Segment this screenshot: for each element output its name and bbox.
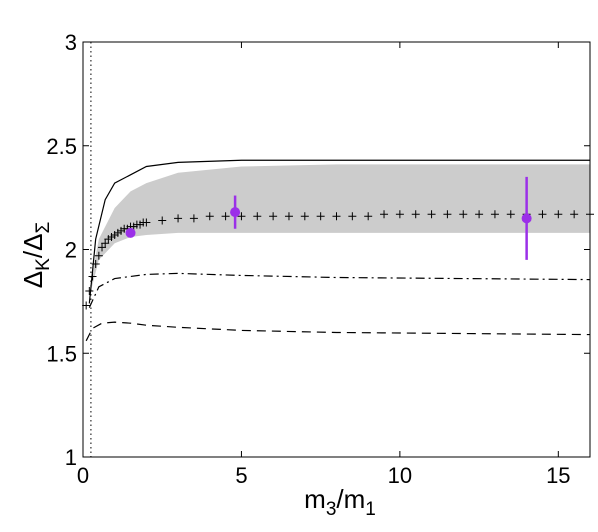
plus-marker xyxy=(269,212,278,221)
plus-marker xyxy=(107,233,116,242)
y-axis-label: ΔK/ΔΣ xyxy=(18,222,54,288)
plus-marker xyxy=(91,260,100,269)
plus-marker xyxy=(300,212,309,221)
plus-marker xyxy=(98,243,107,252)
svg-text:m3/m1: m3/m1 xyxy=(304,484,376,520)
y-tick-label: 3 xyxy=(65,30,77,55)
plus-marker xyxy=(104,235,113,244)
plot-frame xyxy=(82,41,591,458)
data-point xyxy=(125,227,136,238)
svg-text:ΔK/ΔΣ: ΔK/ΔΣ xyxy=(18,222,54,288)
plus-marker xyxy=(117,226,126,235)
plus-marker xyxy=(490,210,499,219)
x-tick-label: 0 xyxy=(77,463,89,488)
x-axis-label: m3/m1 xyxy=(304,484,376,520)
plus-marker xyxy=(443,210,452,219)
plus-marker xyxy=(110,230,119,239)
series-layer xyxy=(82,42,594,457)
dashed-series-line xyxy=(85,321,591,342)
shaded-band xyxy=(90,164,591,291)
data-point xyxy=(230,207,241,218)
plus-marker xyxy=(284,212,293,221)
plus-marker xyxy=(88,272,97,281)
plus-marker xyxy=(395,210,404,219)
plus-marker xyxy=(205,212,214,221)
plus-marker xyxy=(253,212,262,221)
y-tick-label: 1.5 xyxy=(46,341,77,366)
plus-marker xyxy=(158,216,167,225)
plus-series xyxy=(82,210,594,310)
plus-marker xyxy=(142,218,151,227)
plus-marker xyxy=(316,212,325,221)
plus-marker xyxy=(189,214,198,223)
plus-marker xyxy=(411,210,420,219)
plus-marker xyxy=(570,210,579,219)
plus-marker xyxy=(332,212,341,221)
data-points-layer xyxy=(125,176,532,260)
plus-marker xyxy=(221,212,230,221)
y-tick-label: 1 xyxy=(65,445,77,470)
plus-marker xyxy=(136,220,145,229)
plus-marker xyxy=(85,287,94,295)
x-tick-label: 15 xyxy=(546,463,570,488)
plus-marker xyxy=(94,251,103,260)
ticks-layer: 0 5 10 15 1 1.5 2 2.5 3 xyxy=(46,30,590,488)
plus-marker xyxy=(427,210,436,219)
plus-marker xyxy=(82,301,91,310)
data-point xyxy=(521,213,532,224)
x-tick-label: 10 xyxy=(388,463,412,488)
plus-marker xyxy=(459,210,468,219)
plus-marker xyxy=(101,239,110,248)
plus-marker xyxy=(475,210,484,219)
y-tick-label: 2 xyxy=(65,238,77,263)
y-tick-label: 2.5 xyxy=(46,134,77,159)
plus-marker xyxy=(237,212,246,221)
plus-marker xyxy=(348,212,357,221)
plus-marker xyxy=(380,210,389,219)
x-tick-label: 5 xyxy=(235,463,247,488)
plus-marker xyxy=(113,228,122,237)
plus-marker xyxy=(174,214,183,223)
dashdot-series-line xyxy=(88,272,591,308)
plus-marker xyxy=(506,210,515,219)
solid-series-line xyxy=(88,159,590,304)
plus-marker xyxy=(364,212,373,221)
confidence-band-layer xyxy=(90,164,591,291)
plus-marker xyxy=(554,210,563,219)
plus-marker xyxy=(538,210,547,219)
